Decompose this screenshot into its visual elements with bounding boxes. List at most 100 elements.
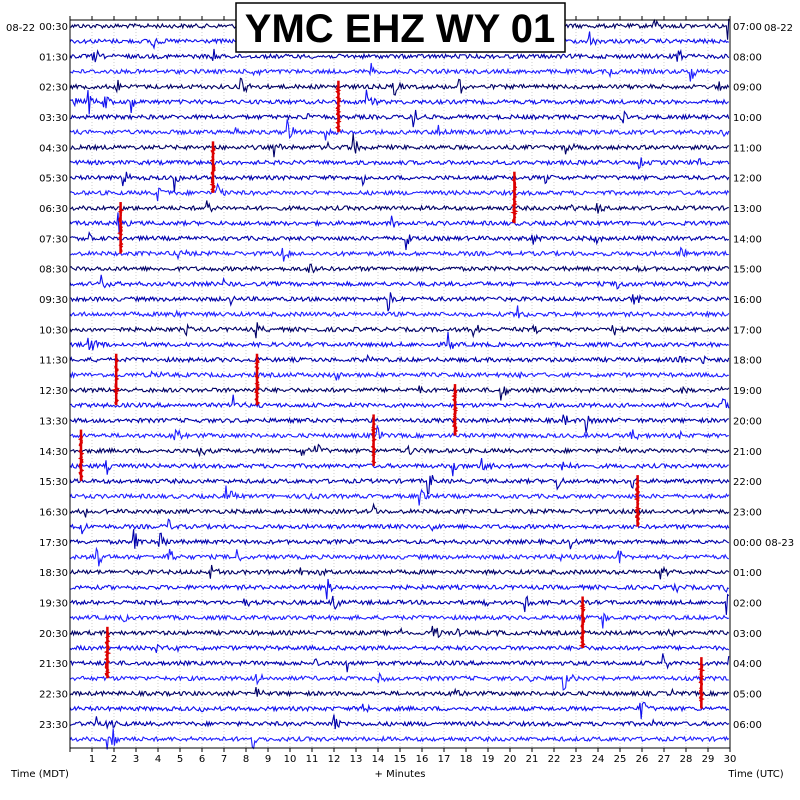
x-tick-label: 19 [482,754,495,765]
grid-layer [91,20,709,748]
chart-title: YMC EHZ WY 01 [245,7,555,51]
trace-row [69,77,730,96]
x-tick-label: 6 [199,754,205,765]
right-hour-label: 16:00 [733,295,762,306]
trace-row [69,625,730,639]
left-hour-label: 04:30 [39,143,68,154]
trace-row [69,686,730,698]
left-hour-label: 21:30 [39,659,68,670]
trace-row [69,593,730,615]
right-axis-title: Time (UTC) [727,769,783,780]
left-hour-label: 09:30 [39,295,68,306]
x-tick-label: 3 [133,754,139,765]
event-layer [77,80,706,709]
x-tick-label: 30 [724,754,737,765]
trace-row [70,133,730,158]
trace-row [69,119,730,141]
right-hour-label: 18:00 [733,356,762,367]
trace-row [69,502,730,518]
trace-row [69,48,730,63]
right-date-label: 08-22 [764,23,793,34]
x-tick-label: 16 [416,754,429,765]
x-tick-label: 2 [111,754,117,765]
trace-row [69,424,729,441]
left-date-label: 08-22 [6,23,35,34]
trace-row [69,485,730,506]
right-hour-label: 22:00 [733,477,762,488]
right-hour-label: 05:00 [733,689,762,700]
left-hour-label: 23:30 [39,720,68,731]
trace-row [69,305,730,319]
x-tick-label: 8 [243,754,249,765]
x-tick-label: 21 [526,754,539,765]
right-hour-label: 01:00 [733,568,762,579]
trace-row [69,385,730,401]
left-hour-label: 03:30 [39,113,68,124]
trace-row [69,200,729,214]
trace-row [69,443,730,458]
x-tick-label: 28 [680,754,693,765]
x-tick-label: 11 [306,754,319,765]
left-hour-label: 00:30 [39,22,68,33]
x-tick-label: 1 [89,754,95,765]
trace-row [69,171,730,193]
left-hour-label: 06:30 [39,204,68,215]
trace-row [69,89,730,115]
left-hour-label: 14:30 [39,447,68,458]
x-tick-label: 23 [570,754,583,765]
left-hour-label: 18:30 [39,568,68,579]
trace-row [69,518,730,535]
right-hour-label: 10:00 [733,113,762,124]
x-tick-label: 14 [372,754,385,765]
trace-row [69,292,730,312]
left-hour-label: 13:30 [39,416,68,427]
right-hour-label: 23:00 [733,507,762,518]
right-hour-label: 03:00 [733,629,762,640]
x-tick-label: 25 [614,754,627,765]
right-hour-label: 19:00 [733,386,762,397]
x-axis-ticks: 1 2 3 4 5 6 7 8 9 10 11 12 13 14 15 16 17 18 19 20 21 22 23 24 2… [69,16,737,765]
trace-row [69,671,729,691]
trace-row [69,263,730,274]
x-tick-label: 27 [658,754,671,765]
right-hour-label: 15:00 [733,265,762,276]
left-hour-label: 15:30 [39,477,68,488]
right-hour-label: 00:00 08-23 [733,538,794,549]
right-hour-label: 21:00 [733,447,762,458]
trace-row [69,414,729,434]
hour-labels: 00:30 07:00 01:30 08:00 02:30 09:00 03:30 10:00… [39,22,794,731]
x-tick-label: 24 [592,754,605,765]
left-hour-label: 20:30 [39,629,68,640]
right-hour-label: 08:00 [733,52,762,63]
trace-row [69,728,730,750]
right-hour-label: 04:00 [733,659,762,670]
x-tick-label: 18 [460,754,473,765]
x-tick-label: 9 [265,754,271,765]
trace-row [69,353,730,365]
left-hour-label: 16:30 [39,507,68,518]
trace-row [69,274,730,290]
x-tick-label: 4 [155,754,161,765]
left-hour-label: 12:30 [39,386,68,397]
trace-row [69,331,730,351]
left-hour-label: 05:30 [39,174,68,185]
x-tick-label: 7 [221,754,227,765]
x-tick-label: 17 [438,754,451,765]
right-hour-label: 14:00 [733,234,762,245]
trace-row [69,564,730,580]
x-tick-label: 12 [328,754,341,765]
trace-row [69,714,730,730]
left-hour-label: 19:30 [39,598,68,609]
trace-row [69,653,730,673]
left-hour-label: 01:30 [39,52,68,63]
trace-row [69,231,730,251]
left-hour-label: 17:30 [39,538,68,549]
trace-row [69,546,729,567]
trace-row [69,701,730,720]
left-hour-label: 10:30 [39,325,68,336]
right-hour-label: 06:00 [733,720,762,731]
title-box [235,2,566,53]
x-tick-label: 22 [548,754,561,765]
right-hour-label: 11:00 [733,143,762,154]
